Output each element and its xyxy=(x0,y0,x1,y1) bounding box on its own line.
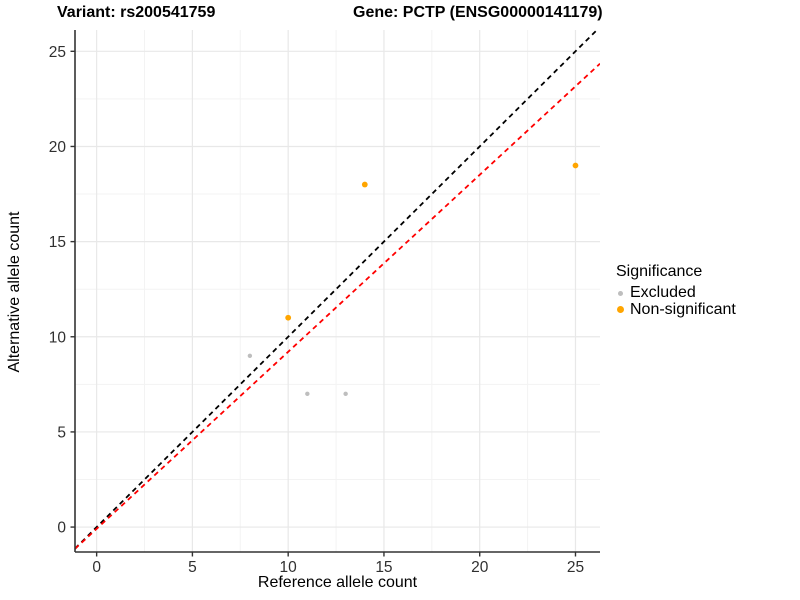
y-tick-label: 25 xyxy=(49,44,66,61)
y-axis-title: Alternative allele count xyxy=(6,211,23,373)
legend-dot-icon xyxy=(616,306,624,314)
legend-item-excluded: Excluded xyxy=(616,284,736,302)
y-tick-label: 20 xyxy=(49,139,67,156)
x-tick-label: 15 xyxy=(375,559,392,576)
data-point-excluded xyxy=(305,391,310,397)
x-tick-label: 25 xyxy=(567,559,584,576)
fit-line xyxy=(75,63,600,550)
x-tick-label: 20 xyxy=(471,559,489,576)
legend-label: Non-significant xyxy=(630,300,736,318)
data-point-non-significant xyxy=(361,181,368,188)
plot-title-variant: Variant: rs200541759 xyxy=(57,4,216,21)
y-tick-label: 0 xyxy=(57,520,66,537)
legend-title: Significance xyxy=(616,263,703,280)
y-tick-label: 10 xyxy=(49,329,67,346)
legend-entries: Excluded Non-significant xyxy=(616,284,736,319)
y-tick-label: 5 xyxy=(57,424,66,441)
data-point-excluded xyxy=(343,391,348,397)
data-point-excluded xyxy=(247,353,253,358)
legend-dot-icon xyxy=(617,290,623,296)
x-axis-title: Reference allele count xyxy=(257,574,418,591)
x-tick-label: 5 xyxy=(188,559,197,576)
legend: Significance Excluded Non-significant xyxy=(616,263,736,318)
plot-title-gene: Gene: PCTP (ENSG00000141179) xyxy=(353,4,603,21)
data-point-non-significant xyxy=(572,162,579,169)
y-tick-label: 15 xyxy=(49,234,66,251)
identity-line xyxy=(75,30,599,550)
x-tick-label: 0 xyxy=(92,559,101,576)
data-point-non-significant xyxy=(285,314,292,321)
legend-item-non-significant: Non-significant xyxy=(616,300,736,319)
legend-label: Excluded xyxy=(630,284,696,302)
x-tick-label: 10 xyxy=(280,559,298,576)
